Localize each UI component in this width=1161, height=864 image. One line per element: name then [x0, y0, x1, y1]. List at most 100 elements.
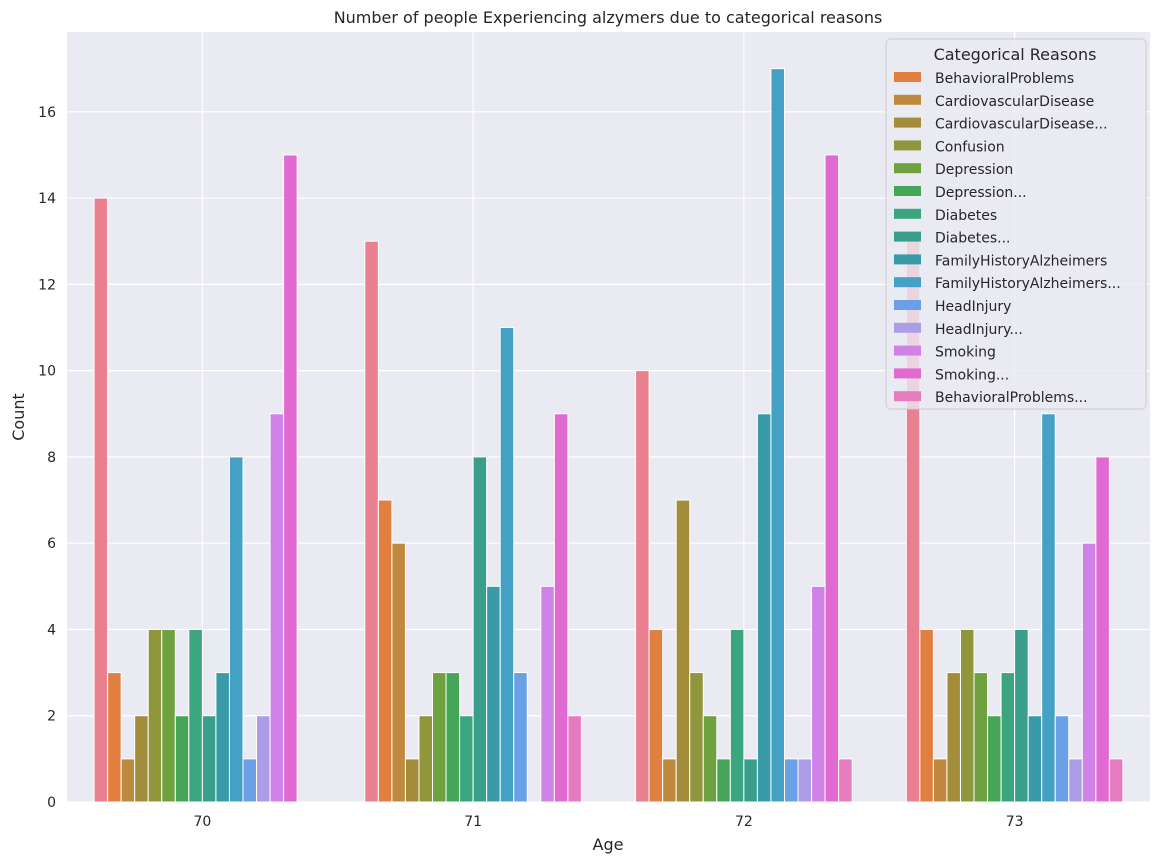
bar	[729, 628, 745, 803]
bar	[418, 715, 434, 803]
bar	[513, 672, 528, 803]
x-tick-label: 70	[193, 814, 211, 830]
bar	[283, 154, 298, 803]
legend-label: Depression	[935, 162, 1013, 178]
bar	[1108, 758, 1124, 803]
bar	[716, 758, 731, 803]
y-tick-label: 12	[38, 277, 56, 293]
chart-title: Number of people Experiencing alzymers d…	[334, 8, 883, 27]
bar	[256, 715, 271, 803]
bar	[432, 672, 447, 803]
bar	[499, 326, 515, 803]
bar	[269, 413, 285, 803]
bar	[377, 499, 393, 803]
bar	[486, 585, 501, 803]
bar	[404, 758, 420, 803]
legend-label: Confusion	[935, 139, 1005, 155]
bar	[824, 154, 840, 803]
y-tick-label: 8	[47, 450, 56, 466]
bar	[445, 672, 461, 803]
bar	[946, 672, 961, 803]
bar	[1027, 715, 1043, 803]
bar	[662, 758, 677, 803]
bar	[1095, 456, 1110, 803]
bar	[973, 672, 989, 803]
bar	[838, 758, 853, 803]
legend-swatch	[894, 208, 921, 219]
bar	[134, 715, 149, 803]
x-tick-label: 73	[1006, 814, 1024, 830]
legend-swatch	[894, 322, 921, 333]
bar	[161, 628, 176, 803]
bar	[1081, 542, 1097, 803]
legend-label: Diabetes...	[935, 231, 1011, 247]
legend-label: CardiovascularDisease	[935, 94, 1094, 110]
bar	[756, 413, 772, 803]
legend-swatch	[894, 117, 921, 128]
legend-swatch	[894, 368, 921, 379]
bar	[93, 197, 109, 803]
bar	[797, 758, 813, 803]
bar	[919, 628, 934, 803]
bar	[743, 758, 758, 803]
bar	[648, 628, 664, 803]
legend-swatch	[894, 391, 921, 402]
bar	[553, 413, 569, 803]
legend-label: Smoking	[935, 345, 996, 361]
bar	[364, 240, 379, 803]
y-axis-label: Count	[9, 393, 28, 441]
legend-label: HeadInjury...	[935, 322, 1023, 338]
legend-swatch	[894, 277, 921, 288]
y-tick-label: 14	[38, 191, 56, 207]
legend-swatch	[894, 140, 921, 151]
legend-swatch	[894, 300, 921, 310]
y-tick-label: 6	[47, 536, 56, 552]
legend-label: HeadInjury	[935, 299, 1011, 315]
bar	[215, 672, 230, 803]
y-tick-label: 0	[47, 795, 56, 811]
bar	[1041, 413, 1056, 803]
legend-title: Categorical Reasons	[934, 45, 1097, 64]
bar	[1000, 672, 1016, 803]
legend-label: BehavioralProblems	[935, 71, 1074, 87]
bar	[702, 715, 718, 803]
legend: Categorical Reasons BehavioralProblems Ca…	[885, 38, 1147, 410]
legend-box	[885, 38, 1147, 410]
bar	[188, 628, 203, 803]
bar	[147, 628, 163, 803]
bar	[770, 68, 785, 803]
legend-swatch	[894, 72, 921, 82]
legend-swatch	[894, 254, 921, 265]
bar	[675, 499, 691, 803]
bar	[932, 758, 948, 803]
bar	[201, 715, 217, 803]
legend-swatch	[894, 186, 921, 196]
y-tick-label: 16	[38, 105, 56, 121]
y-tick-label: 4	[47, 622, 56, 638]
legend-label: Smoking...	[935, 367, 1009, 383]
bar	[242, 758, 258, 803]
y-tick-label: 10	[38, 364, 56, 380]
bar	[635, 370, 650, 803]
bar	[987, 715, 1002, 803]
bar	[567, 715, 582, 803]
x-tick-label: 71	[464, 814, 482, 830]
bar	[459, 715, 474, 803]
bar	[228, 456, 244, 803]
x-tick-label: 72	[735, 814, 753, 830]
bar	[1054, 715, 1070, 803]
legend-label: Diabetes	[935, 208, 997, 224]
legend-swatch	[894, 345, 921, 356]
bar	[540, 585, 555, 803]
legend-label: CardiovascularDisease...	[935, 117, 1108, 133]
bar	[472, 456, 488, 803]
bars	[93, 68, 1124, 803]
y-tick-label: 2	[47, 709, 56, 725]
legend-label: BehavioralProblems...	[935, 390, 1088, 406]
bar	[811, 585, 826, 803]
legend-swatch	[894, 94, 921, 105]
legend-label: FamilyHistoryAlzheimers	[935, 253, 1107, 269]
legend-swatch	[894, 231, 921, 242]
bar	[1014, 628, 1029, 803]
